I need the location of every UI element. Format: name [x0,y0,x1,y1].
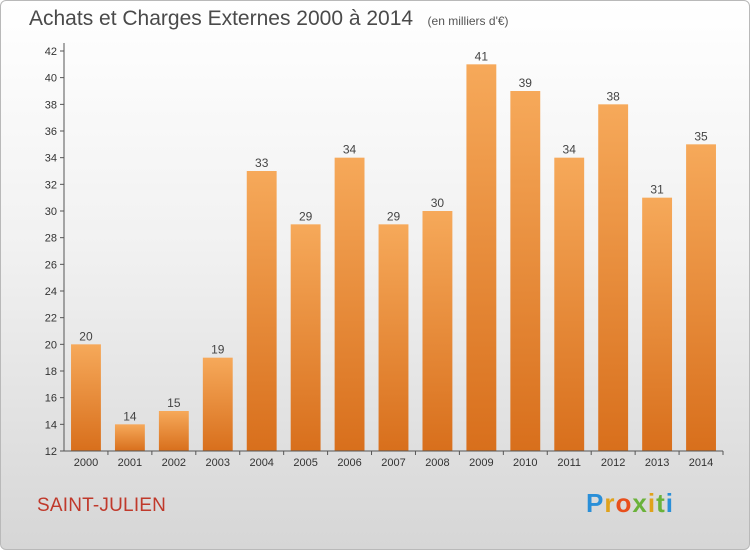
value-label-2013: 31 [650,183,664,197]
y-tick-label-28: 28 [45,233,57,245]
x-tick-label-2004: 2004 [249,457,273,469]
x-tick-label-2007: 2007 [381,457,405,469]
chart-title-block: Achats et Charges Externes 2000 à 2014 (… [29,7,509,31]
bar-2013 [642,197,673,451]
x-tick-label-2002: 2002 [162,457,186,469]
value-label-2009: 41 [475,49,489,63]
y-tick-label-16: 16 [45,393,57,405]
commune-name: SAINT-JULIEN [37,495,167,516]
bar-2004 [246,171,277,451]
value-label-2006: 34 [343,143,357,157]
bars-layer [71,64,716,452]
y-tick-label-42: 42 [45,46,57,58]
x-tick-label-2006: 2006 [337,457,361,469]
x-tick-label-2010: 2010 [513,457,537,469]
x-tick-label-2003: 2003 [206,457,230,469]
value-label-2002: 15 [167,396,181,410]
bar-2000 [71,344,101,451]
y-tick-label-22: 22 [45,313,57,325]
x-tick-label-2008: 2008 [425,457,449,469]
bar-2014 [686,144,716,452]
y-tick-label-32: 32 [45,179,57,191]
bar-2009 [466,64,497,452]
proxiti-logo: Proxiti [586,488,674,518]
value-label-2005: 29 [299,209,313,223]
y-tick-label-18: 18 [45,366,57,378]
y-tick-label-14: 14 [45,419,57,431]
x-tick-label-2009: 2009 [469,457,493,469]
value-label-2010: 39 [519,76,533,90]
x-tick-label-2013: 2013 [645,457,669,469]
value-label-2011: 34 [563,143,577,157]
x-tick-label-2012: 2012 [601,457,625,469]
value-label-2000: 20 [79,329,93,343]
y-tick-label-24: 24 [45,286,57,298]
bar-2007 [378,224,409,451]
bar-2001 [114,424,145,451]
bar-2005 [290,224,321,451]
x-tick-label-2001: 2001 [118,457,142,469]
bar-2008 [422,211,453,451]
value-label-2003: 19 [211,343,225,357]
value-label-2001: 14 [123,409,137,423]
x-tick-label-2014: 2014 [689,457,713,469]
y-tick-label-40: 40 [45,73,57,85]
value-label-2007: 29 [387,209,401,223]
x-tick-label-2005: 2005 [293,457,317,469]
bar-2012 [598,104,629,451]
y-tick-label-30: 30 [45,206,57,218]
value-label-2014: 35 [694,129,708,143]
y-tick-label-36: 36 [45,126,57,138]
x-tick-label-2000: 2000 [74,457,98,469]
bar-2003 [202,357,233,451]
value-label-2012: 38 [606,89,620,103]
chart-subtitle: (en milliers d'€) [427,14,509,28]
axis-layer: 12 14 16 18 20 22 24 26 28 30 32 34 36 38 40 42 [45,43,724,458]
bar-2006 [334,157,365,451]
y-tick-label-38: 38 [45,99,57,111]
y-tick-label-34: 34 [45,153,57,165]
labels-layer: 2000 20 2001 14 2002 15 2003 19 2004 33 2005 29 2006… [74,49,714,469]
value-label-2008: 30 [431,196,445,210]
chart-title: Achats et Charges Externes 2000 à 2014 [29,7,414,30]
bar-2002 [158,411,189,451]
bar-2010 [510,91,541,451]
y-tick-label-12: 12 [45,446,57,458]
x-tick-label-2011: 2011 [557,457,581,469]
value-label-2004: 33 [255,156,269,170]
bar-2011 [554,157,585,451]
y-tick-label-26: 26 [45,259,57,271]
y-tick-label-20: 20 [45,339,57,351]
